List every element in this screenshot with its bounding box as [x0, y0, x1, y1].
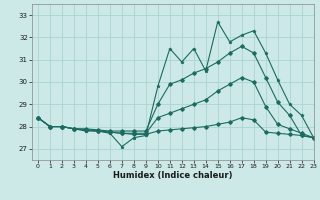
X-axis label: Humidex (Indice chaleur): Humidex (Indice chaleur) — [113, 171, 233, 180]
